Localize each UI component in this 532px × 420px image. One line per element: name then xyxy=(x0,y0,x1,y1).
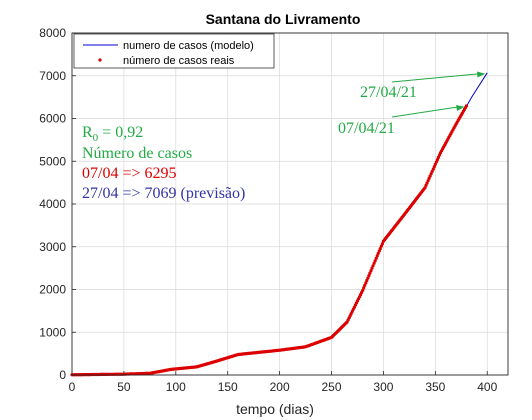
real-data-point xyxy=(371,264,375,268)
legend-real-label: número de casos reais xyxy=(123,55,235,67)
annotation-date-forecast: 27/04/21 xyxy=(360,84,417,101)
x-tick-label: 100 xyxy=(166,380,186,394)
annotation-forecast-cases: 27/04 => 7069 (previsão) xyxy=(82,185,245,202)
real-data-point xyxy=(425,181,429,185)
real-data-point xyxy=(379,244,383,248)
legend-real-swatch xyxy=(98,58,102,62)
chart-title: Santana do Livramento xyxy=(206,11,361,27)
real-data-point xyxy=(365,278,369,283)
x-tick-label: 250 xyxy=(322,380,342,394)
real-data-point xyxy=(373,259,377,263)
real-data-point xyxy=(428,174,432,178)
real-data-point xyxy=(423,186,427,190)
y-tick-label: 3000 xyxy=(39,240,66,254)
data-marks xyxy=(70,72,488,377)
real-data-point xyxy=(368,271,372,275)
real-data-point xyxy=(431,167,435,171)
real-data-point xyxy=(372,261,376,265)
plot-frame xyxy=(71,32,509,376)
annotation-arrowhead-actual xyxy=(456,105,465,111)
x-tick-label: 150 xyxy=(218,380,238,394)
y-tick-label: 4000 xyxy=(39,197,66,211)
annotations: 27/04/21 07/04/21 R0 = 0,92 Número de ca… xyxy=(82,71,486,202)
y-tick-label: 8000 xyxy=(39,26,66,40)
real-data-point xyxy=(377,249,381,253)
y-tick-label: 1000 xyxy=(39,325,66,339)
annotation-r0-value: = 0,92 xyxy=(98,124,143,141)
legend-box xyxy=(73,33,275,69)
x-tick-label: 350 xyxy=(425,380,445,394)
legend-model-label: numero de casos (modelo) xyxy=(123,40,254,52)
x-tick-label: 400 xyxy=(477,380,497,394)
x-tick-label: 50 xyxy=(117,380,131,394)
real-data-point xyxy=(363,283,367,287)
real-data-point xyxy=(364,281,368,285)
real-data-point xyxy=(375,254,379,258)
real-data-point xyxy=(376,251,380,256)
annotation-date-actual: 07/04/21 xyxy=(338,120,395,137)
annotation-r0-subscript: 0 xyxy=(93,132,99,144)
annotation-r0: R0 = 0,92 xyxy=(82,124,143,144)
y-tick-label: 7000 xyxy=(39,69,66,83)
y-tick-label: 2000 xyxy=(39,283,66,297)
legend: numero de casos (modelo) número de casos… xyxy=(73,33,275,69)
annotation-r0-symbol: R xyxy=(82,124,93,141)
real-data-point xyxy=(378,247,382,251)
real-data-point xyxy=(436,155,440,159)
series-real-points xyxy=(70,104,469,377)
real-data-point xyxy=(370,266,374,270)
y-tick-label: 6000 xyxy=(39,112,66,126)
real-data-point xyxy=(366,276,370,280)
annotation-arrowhead-forecast xyxy=(477,71,486,78)
real-data-point xyxy=(380,242,384,246)
real-data-point xyxy=(433,162,437,166)
x-tick-label: 300 xyxy=(373,380,393,394)
real-data-point xyxy=(464,104,469,108)
real-data-point xyxy=(361,288,365,292)
real-data-point xyxy=(362,286,366,290)
y-tick-label: 0 xyxy=(59,368,66,382)
annotation-arrow-forecast xyxy=(391,73,480,83)
annotation-actual-cases: 07/04 => 6295 xyxy=(82,165,177,182)
x-tick-label: 0 xyxy=(69,380,76,394)
real-data-point xyxy=(369,269,373,273)
real-data-point xyxy=(374,256,378,260)
x-tick-label: 200 xyxy=(270,380,290,394)
annotation-arrow-actual xyxy=(391,106,459,118)
y-tick-label: 5000 xyxy=(39,154,66,168)
x-axis-label: tempo (dias) xyxy=(236,401,314,417)
annotation-case-heading: Número de casos xyxy=(82,145,192,162)
axes: 0 50 100 150 200 250 300 350 4000100020003000400… xyxy=(39,26,509,394)
real-data-point xyxy=(367,274,371,278)
